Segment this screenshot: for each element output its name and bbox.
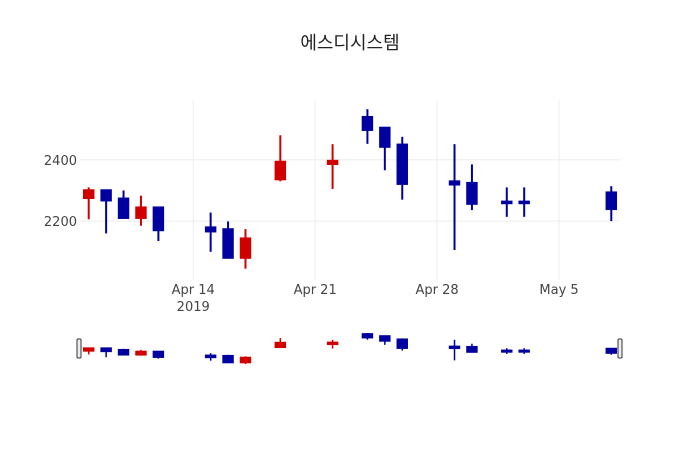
slider-candle-2019-04-16: [222, 354, 234, 364]
candle-2019-04-16: [222, 221, 234, 259]
x-tick-year-label: 2019: [177, 300, 210, 315]
candle-2019-04-19: [274, 135, 287, 182]
slider-candle-body: [361, 333, 374, 339]
range-slider-left-handle[interactable]: [76, 338, 82, 359]
slider-candle-2019-04-29: [448, 339, 461, 361]
candle-body: [222, 228, 234, 259]
slider-candle-2019-04-17: [239, 356, 252, 364]
slider-candle-body: [100, 347, 112, 353]
candle-body: [135, 206, 147, 219]
candle-body: [466, 181, 478, 205]
slider-candle-body: [518, 349, 530, 353]
range-slider[interactable]: [76, 331, 623, 366]
candle-body: [605, 191, 618, 211]
candle-2019-04-26: [396, 136, 408, 200]
x-tick-label: Apr 28: [416, 283, 459, 298]
candle-2019-04-09: [100, 189, 112, 234]
candle-body: [361, 115, 374, 131]
slider-candle-body: [152, 350, 165, 358]
slider-candle-2019-04-24: [361, 333, 374, 340]
axes: 2200 2400 Apr 14 2019 Apr 21 Apr 28 May 5: [44, 154, 579, 315]
slider-candle-2019-04-12: [152, 350, 165, 359]
candle-2019-04-24: [361, 109, 374, 144]
candle-body: [501, 200, 513, 205]
gridlines: [80, 100, 620, 280]
slider-candle-2019-05-02: [501, 348, 513, 354]
slider-candle-body: [82, 347, 95, 352]
candle-body: [152, 206, 165, 232]
candle-2019-05-02: [501, 187, 513, 217]
slider-candle-body: [222, 354, 234, 364]
candles: [82, 109, 618, 269]
slider-candle-2019-05-03: [518, 348, 530, 354]
slider-candle-body: [396, 338, 408, 349]
candle-body: [379, 126, 391, 148]
slider-candle-2019-04-15: [204, 353, 217, 361]
slider-candle-body: [605, 347, 618, 354]
slider-candle-body: [448, 345, 461, 350]
candle-2019-04-10: [117, 190, 130, 219]
range-slider-candles: [82, 333, 618, 364]
candle-2019-04-11: [135, 195, 147, 226]
candle-body: [82, 189, 95, 200]
slider-candle-2019-04-11: [135, 349, 147, 356]
y-tick-label: 2200: [44, 215, 77, 230]
y-tick-label: 2400: [44, 154, 77, 169]
candle-2019-04-15: [204, 212, 217, 252]
slider-candle-body: [379, 335, 391, 342]
slider-candle-2019-04-08: [82, 347, 95, 355]
slider-candle-2019-04-22: [326, 339, 339, 349]
slider-candle-2019-04-09: [100, 347, 112, 358]
slider-candle-2019-05-08: [605, 347, 618, 355]
candle-body: [117, 197, 130, 219]
x-tick-label: May 5: [539, 283, 578, 298]
slider-candle-body: [204, 354, 217, 359]
candle-body: [518, 200, 530, 205]
candle-2019-04-22: [326, 144, 339, 189]
x-tick-label: Apr 14: [172, 283, 215, 298]
slider-candle-2019-04-26: [396, 338, 408, 351]
x-tick-label: Apr 21: [294, 283, 337, 298]
slider-candle-body: [466, 345, 478, 353]
slider-candle-body: [501, 349, 513, 353]
candle-body: [100, 189, 112, 202]
candle-body: [239, 237, 252, 259]
chart-title: 에스디시스템: [300, 33, 399, 54]
candle-body: [204, 226, 217, 233]
slider-candle-body: [239, 356, 252, 364]
candle-2019-05-08: [605, 186, 618, 222]
slider-candle-body: [117, 348, 130, 356]
candle-2019-04-12: [152, 206, 165, 242]
candle-2019-04-08: [82, 187, 95, 220]
slider-candle-2019-04-10: [117, 348, 130, 356]
range-slider-right-handle[interactable]: [617, 338, 623, 359]
range-slider-background[interactable]: [80, 331, 620, 366]
candle-2019-04-17: [239, 229, 252, 269]
candle-2019-04-30: [466, 164, 478, 211]
slider-candle-2019-04-19: [274, 338, 287, 349]
slider-candle-body: [274, 341, 287, 349]
candle-body: [396, 143, 408, 185]
slider-candle-body: [135, 350, 147, 356]
candle-2019-05-03: [518, 187, 530, 217]
candle-body: [274, 160, 287, 181]
slider-candle-2019-04-30: [466, 343, 478, 353]
candle-2019-04-29: [448, 144, 461, 250]
slider-candle-2019-04-25: [379, 335, 391, 345]
candle-2019-04-25: [379, 126, 391, 171]
slider-candle-body: [326, 341, 339, 346]
candle-body: [448, 180, 461, 186]
candle-body: [326, 159, 339, 165]
